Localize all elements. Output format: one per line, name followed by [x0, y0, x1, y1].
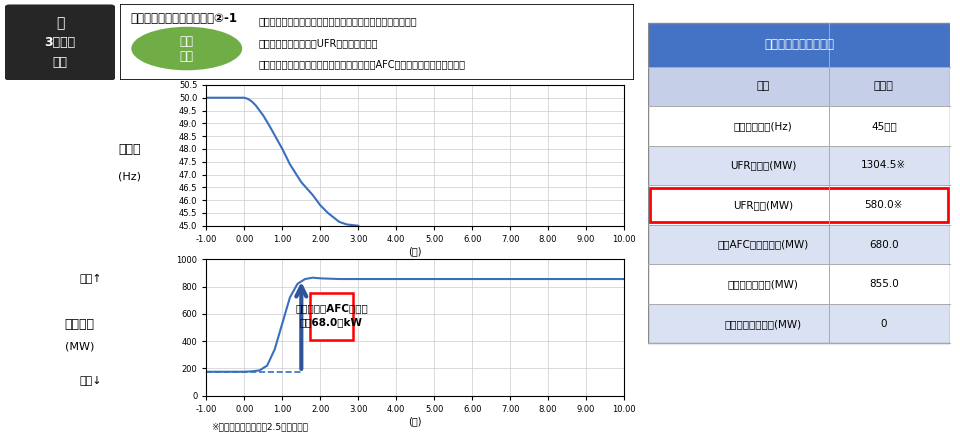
Text: 泊: 泊 [56, 16, 64, 30]
Text: ・その他発電機脱落：風力等の周波数リレーによるトリップ: ・その他発電機脱落：風力等の周波数リレーによるトリップ [258, 17, 418, 27]
Text: 580.0※: 580.0※ [865, 200, 903, 210]
Text: 0: 0 [880, 319, 887, 329]
Text: シミュレーション結果: シミュレーション結果 [764, 38, 834, 51]
Text: 周波数: 周波数 [118, 143, 141, 156]
Bar [648, 67, 950, 106]
Bar [651, 188, 948, 222]
Text: 北流↑: 北流↑ [80, 274, 103, 284]
Bar [648, 264, 950, 304]
Text: 45以下: 45以下 [871, 121, 897, 131]
Text: 北本潮流: 北本潮流 [64, 317, 95, 331]
Text: 揚水
無し: 揚水 無し [180, 34, 194, 63]
Text: 680.0: 680.0 [869, 240, 899, 249]
Text: 南流↓: 南流↓ [80, 376, 103, 386]
X-axis label: (秒): (秒) [408, 247, 422, 257]
Text: 北本緊急時AFC動作量
最大68.0万kW: 北本緊急時AFC動作量 最大68.0万kW [295, 304, 368, 327]
Text: UFR残量(MW): UFR残量(MW) [732, 200, 793, 210]
Bar [648, 304, 950, 343]
Text: UFR動作量(MW): UFR動作量(MW) [730, 160, 796, 170]
Text: 結果: 結果 [756, 81, 770, 91]
Ellipse shape [131, 26, 243, 72]
Bar [310, 293, 353, 340]
Bar [648, 146, 950, 185]
Text: 対策要: 対策要 [874, 81, 894, 91]
Text: 北本潮流最終値(MW): 北本潮流最終値(MW) [728, 279, 799, 289]
X-axis label: (秒): (秒) [408, 417, 422, 426]
Text: (Hz): (Hz) [118, 172, 141, 181]
Bar [648, 23, 950, 67]
Text: 855.0: 855.0 [869, 279, 899, 289]
Text: (MW): (MW) [65, 342, 94, 351]
Bar [648, 23, 950, 343]
Text: 3台脱落: 3台脱落 [44, 36, 76, 49]
Bar [648, 225, 950, 264]
FancyBboxPatch shape [5, 4, 115, 80]
Text: ・負荷側の挙動　　：UFRによる負荷遷断: ・負荷側の挙動 ：UFRによる負荷遷断 [258, 38, 378, 48]
Text: 北本AFC最大動作量(MW): 北本AFC最大動作量(MW) [717, 240, 808, 249]
Text: 周波数最下点(Hz): 周波数最下点(Hz) [733, 121, 792, 131]
Text: 北本潮流最終余力(MW): 北本潮流最終余力(MW) [725, 319, 802, 329]
Text: ※シミュレーション上2.5秒までの値: ※シミュレーション上2.5秒までの値 [211, 422, 308, 431]
Bar [648, 185, 950, 225]
Text: シミュレーションケース：②-1: シミュレーションケース：②-1 [131, 12, 237, 25]
Text: 1304.5※: 1304.5※ [861, 160, 906, 170]
Text: 想定: 想定 [53, 56, 67, 69]
Bar [648, 106, 950, 146]
Text: ・供給側の挙動　　：北本及び新北本緊急時AFC動作、非脱落電源出力上昇: ・供給側の挙動 ：北本及び新北本緊急時AFC動作、非脱落電源出力上昇 [258, 59, 466, 69]
